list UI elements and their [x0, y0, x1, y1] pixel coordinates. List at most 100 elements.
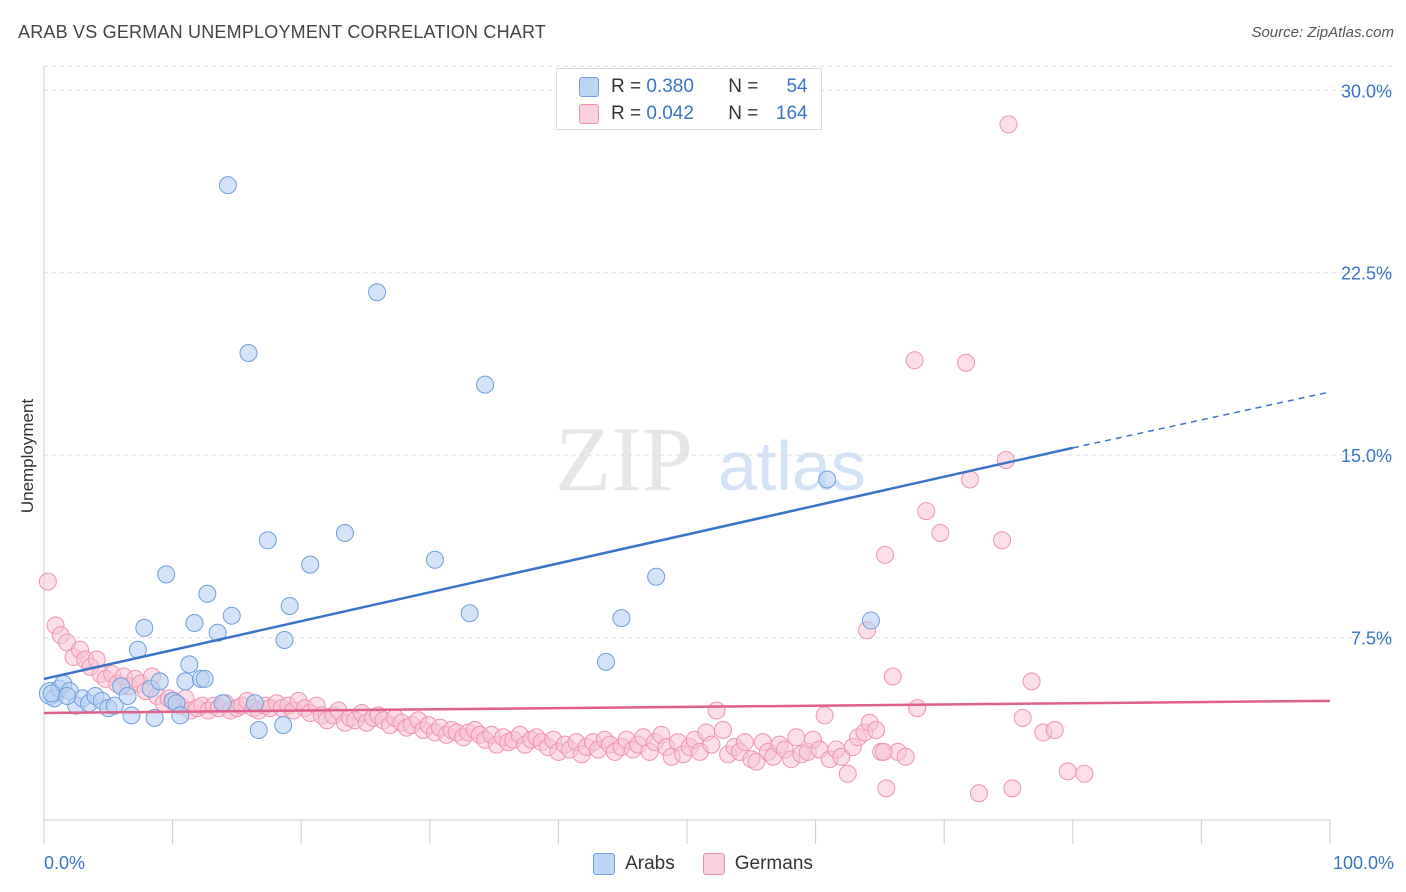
germans-point [876, 545, 895, 564]
series-legend: Arabs Germans [0, 850, 1406, 878]
r-label: R = [611, 103, 642, 124]
germans-point [1045, 721, 1064, 740]
source-label: Source: ZipAtlas.com [1251, 24, 1394, 41]
arabs-point [275, 631, 294, 650]
y-tick-label: 7.5% [1351, 629, 1392, 649]
arabs-point [612, 609, 631, 628]
arabs-point [171, 706, 190, 725]
arabs-point [301, 555, 320, 574]
arabs-point [135, 618, 154, 637]
chart-title: ARAB VS GERMAN UNEMPLOYMENT CORRELATION … [18, 22, 547, 42]
tick-labels: 7.5% 15.0% 22.5% 30.0% 0.0% 100.0% [44, 81, 1394, 873]
germans-point [957, 353, 976, 372]
germans-point [867, 721, 886, 740]
legend-row-germans: R = 0.042 N = 164 [579, 101, 808, 127]
arabs-point [118, 686, 137, 705]
germans-point [1003, 779, 1022, 798]
germans-point [996, 451, 1015, 470]
arabs-point [157, 565, 176, 584]
arabs-point [176, 672, 195, 691]
trend-lines [43, 391, 1331, 715]
germans-point [747, 752, 766, 771]
watermark-zip: ZIP [555, 408, 693, 510]
germans-point [815, 706, 834, 725]
legend-item-germans[interactable]: Germans [702, 853, 813, 875]
germans-point [707, 701, 726, 720]
legend-row-arabs: R = 0.380 N = 54 [579, 74, 808, 100]
germans-trend-line [43, 699, 1331, 715]
germans-point [931, 523, 950, 542]
arabs-point [180, 655, 199, 674]
gridlines [44, 65, 1392, 639]
arabs-trend-extension [1072, 391, 1331, 449]
arabs-point [258, 531, 277, 550]
germans-point [787, 728, 806, 747]
y-tick-label: 15.0% [1341, 446, 1392, 466]
arabs-point [335, 523, 354, 542]
stats-legend: R = 0.380 N = 54 R = 0.042 N = 164 [556, 68, 822, 130]
arabs-point [368, 283, 387, 302]
n-label: N = [728, 76, 759, 97]
germans-point [1075, 764, 1094, 783]
germans-point [877, 779, 896, 798]
n-value: 164 [775, 103, 808, 124]
r-label: R = [611, 76, 642, 97]
n-value: 54 [786, 76, 808, 97]
germans-point [832, 747, 851, 766]
arabs-point [150, 672, 169, 691]
germans-point [999, 115, 1018, 134]
y-tick-label: 22.5% [1341, 264, 1392, 284]
arabs-point [460, 604, 479, 623]
arabs-point [249, 721, 268, 740]
germans-point [917, 502, 936, 521]
arabs-point [145, 708, 164, 727]
arabs-point [861, 611, 880, 630]
germans-swatch-icon [702, 853, 725, 875]
legend-item-arabs[interactable]: Arabs [593, 853, 675, 875]
arabs-point [596, 652, 615, 671]
legend-label-arabs: Arabs [625, 853, 675, 874]
arabs-point [476, 375, 495, 394]
arabs-point [42, 684, 61, 703]
n-label: N = [728, 103, 759, 124]
arabs-point [105, 696, 124, 715]
germans-point [1022, 672, 1041, 691]
germans-point [735, 733, 754, 752]
x-tick-label: 0.0% [44, 853, 85, 873]
arabs-trend-line [43, 446, 1074, 681]
arabs-point [245, 694, 264, 713]
germans-point [838, 764, 857, 783]
arabs-point [274, 716, 293, 735]
germans-point [993, 531, 1012, 550]
arabs-point [58, 686, 77, 705]
arabs-point [213, 694, 232, 713]
germans-point [883, 667, 902, 686]
arabs-swatch-icon [593, 853, 616, 875]
arabs-point [280, 596, 299, 615]
germans-point [38, 572, 57, 591]
germans-point [702, 735, 721, 754]
arabs-points [38, 176, 880, 740]
arabs-point [425, 550, 444, 569]
watermark-atlas: atlas [718, 427, 866, 505]
y-tick-label: 30.0% [1341, 81, 1392, 101]
r-value: 0.042 [646, 103, 694, 124]
germans-point [1013, 708, 1032, 727]
x-tick-label: 100.0% [1333, 853, 1394, 873]
germans-point [905, 351, 924, 370]
arabs-swatch-icon [579, 77, 599, 97]
arabs-point [818, 470, 837, 489]
r-value: 0.380 [646, 76, 694, 97]
germans-point [896, 747, 915, 766]
arabs-point [647, 567, 666, 586]
germans-swatch-icon [579, 104, 599, 124]
arabs-point [122, 706, 141, 725]
arabs-point [218, 176, 237, 195]
arabs-point [185, 613, 204, 632]
arabs-point [222, 606, 241, 625]
arabs-point [198, 584, 217, 603]
arabs-point [239, 344, 258, 363]
germans-point [714, 721, 733, 740]
legend-label-germans: Germans [734, 853, 813, 874]
arabs-point [195, 669, 214, 688]
